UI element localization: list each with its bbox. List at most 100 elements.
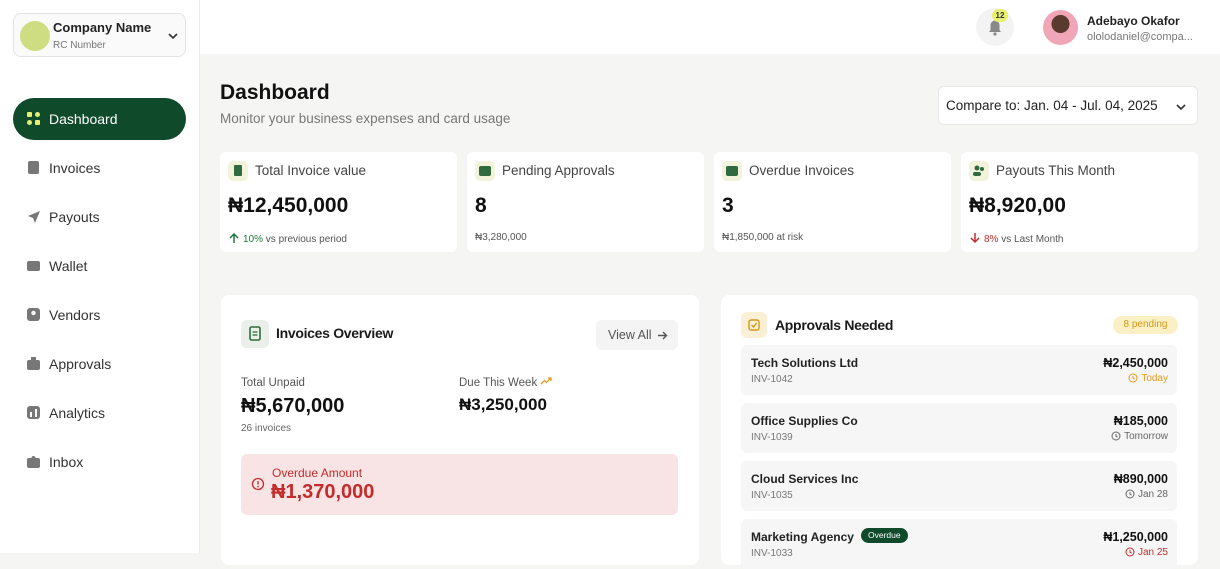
- stat-label: Overdue Invoices: [749, 163, 855, 178]
- card-icon: [741, 312, 767, 338]
- nav-label: Analytics: [49, 405, 106, 421]
- company-logo: [20, 21, 50, 51]
- approval-item[interactable]: Tech Solutions Ltd INV-1042 ₦2,450,000 T…: [741, 345, 1177, 395]
- vendor-name: Cloud Services Inc: [751, 472, 859, 486]
- stat-card: Overdue Invoices 3 ₦1,850,000 at risk: [714, 152, 951, 252]
- metric-label: Total Unpaid: [241, 377, 305, 389]
- nav-item[interactable]: Dashboard: [13, 98, 186, 140]
- card-icon: [241, 320, 269, 348]
- stat-change: 8%: [984, 234, 999, 245]
- nav-label: Vendors: [49, 307, 101, 323]
- nav-item[interactable]: Inbox: [13, 441, 186, 483]
- nav-icon: [27, 261, 40, 271]
- nav-icon: [27, 357, 40, 370]
- overdue-value: ₦1,370,000: [271, 481, 375, 503]
- nav-icon: [27, 456, 40, 468]
- nav-label: Approvals: [49, 356, 112, 372]
- invoice-id: INV-1042: [751, 374, 793, 385]
- nav-label: Inbox: [49, 454, 84, 470]
- amount: ₦185,000: [1113, 414, 1168, 428]
- stat-card: Total Invoice value ₦12,450,000 10% vs p…: [220, 152, 457, 252]
- alert-icon: [251, 477, 265, 491]
- sidebar: Company Name RC Number Dashboard Invoice…: [0, 0, 200, 553]
- overdue-label: Overdue Amount: [272, 466, 363, 480]
- due-text: Today: [1141, 373, 1168, 384]
- button-label: View All: [608, 328, 652, 342]
- metric-value: ₦3,250,000: [459, 395, 547, 414]
- stat-note: ₦1,850,000 at risk: [722, 232, 804, 243]
- notifications[interactable]: 12: [976, 8, 1014, 46]
- metric-note: 26 invoices: [241, 423, 292, 434]
- nav-item[interactable]: Wallet: [13, 245, 186, 287]
- overdue-tag: Overdue: [861, 528, 908, 543]
- due: Today: [1128, 373, 1168, 384]
- invoices-overview-card: Invoices Overview View All Total Unpaid …: [221, 295, 699, 565]
- stat-note: 8% vs Last Month: [969, 232, 1064, 245]
- nav-icon: [28, 211, 40, 223]
- invoice-id: INV-1033: [751, 548, 793, 559]
- company-switcher[interactable]: Company Name RC Number: [13, 13, 186, 57]
- card-title: Invoices Overview: [276, 325, 394, 341]
- stat-value: ₦12,450,000: [228, 194, 349, 217]
- due: Tomorrow: [1111, 431, 1168, 442]
- stat-card: Payouts This Month ₦8,920,00 8% vs Last …: [961, 152, 1198, 252]
- nav-label: Wallet: [49, 258, 88, 274]
- date-range: Compare to: Jan. 04 - Jul. 04, 2025: [946, 98, 1158, 113]
- approval-item[interactable]: Marketing Agency Overdue INV-1033 ₦1,250…: [741, 519, 1177, 569]
- company-name: Company Name: [53, 20, 152, 35]
- nav-item[interactable]: Approvals: [13, 343, 186, 385]
- amount: ₦2,450,000: [1103, 356, 1168, 370]
- stat-icon: [475, 161, 495, 181]
- amount: ₦890,000: [1113, 472, 1168, 486]
- nav-item[interactable]: Vendors: [13, 294, 186, 336]
- metric-label-text: Due This Week: [459, 377, 538, 389]
- page-title: Dashboard: [220, 81, 330, 104]
- nav-label: Payouts: [49, 209, 100, 225]
- vendor-name: Tech Solutions Ltd: [751, 356, 859, 370]
- vendor-name: Office Supplies Co: [751, 414, 858, 428]
- stat-note: 10% vs previous period: [228, 232, 347, 245]
- card-title: Approvals Needed: [775, 317, 894, 333]
- nav-label: Invoices: [49, 160, 101, 176]
- nav-item[interactable]: Invoices: [13, 147, 186, 189]
- nav-icon: [27, 406, 40, 419]
- approval-item[interactable]: Office Supplies Co INV-1039 ₦185,000 Tom…: [741, 403, 1177, 453]
- due-text: Jan 28: [1137, 489, 1168, 500]
- company-subtitle: RC Number: [53, 40, 106, 51]
- nav-label: Dashboard: [49, 111, 118, 127]
- stat-value: 8: [475, 194, 487, 217]
- stat-label: Pending Approvals: [502, 163, 615, 178]
- nav-icon: [27, 308, 40, 321]
- stat-icon: [228, 161, 248, 181]
- amount: ₦1,250,000: [1103, 530, 1168, 544]
- overdue-box: Overdue Amount ₦1,370,000: [241, 454, 678, 515]
- stat-label: Payouts This Month: [996, 163, 1116, 178]
- vendor-name: Marketing Agency: [751, 530, 854, 544]
- stat-card: Pending Approvals 8 ₦3,280,000: [467, 152, 704, 252]
- stat-change: 10%: [243, 234, 264, 245]
- due-text: Tomorrow: [1124, 431, 1168, 442]
- stat-value: ₦8,920,00: [969, 194, 1066, 217]
- user-email: ololodaniel@compa...: [1087, 31, 1193, 43]
- stat-icon: [722, 161, 742, 181]
- chevron: [1176, 104, 1186, 111]
- invoice-id: INV-1039: [751, 432, 793, 443]
- approvals-card: Approvals Needed 8 pending Tech Solution…: [721, 295, 1198, 569]
- nav-item[interactable]: Analytics: [13, 392, 186, 434]
- chevron: [168, 33, 178, 40]
- stat-note: ₦3,280,000: [475, 232, 527, 243]
- invoice-id: INV-1035: [751, 490, 793, 501]
- user-name: Adebayo Okafor: [1087, 14, 1180, 28]
- trend-icon: [540, 377, 553, 385]
- nav-icon: [27, 112, 40, 125]
- nav-item[interactable]: Payouts: [13, 196, 186, 238]
- stat-value: 3: [722, 194, 734, 217]
- date-range-picker[interactable]: Compare to: Jan. 04 - Jul. 04, 2025: [938, 86, 1198, 125]
- avatar[interactable]: [1043, 10, 1078, 45]
- view-all-button[interactable]: View All: [596, 320, 678, 350]
- metric-value: ₦5,670,000: [241, 395, 345, 417]
- page-subtitle: Monitor your business expenses and card …: [220, 111, 511, 126]
- approval-item[interactable]: Cloud Services Inc INV-1035 ₦890,000 Jan…: [741, 461, 1177, 511]
- nav-icon: [28, 161, 39, 174]
